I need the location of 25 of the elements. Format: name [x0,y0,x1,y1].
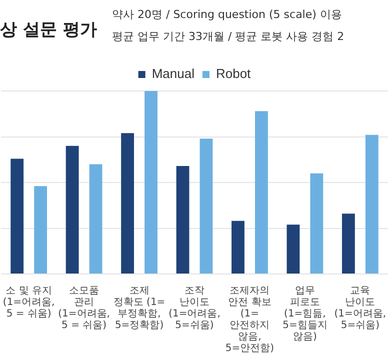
bar [144,91,158,274]
x-tick-label: 조제자의 안전 확보 (1=안전하지 않음, 5=안전함) [225,285,274,354]
x-tick-label: 조작 난이도 (1=어려움, 5=쉬움) [168,285,220,331]
bar [34,186,48,274]
x-tick-label: 업무 피로도 (1=힘듦, 5=힘들지 않음) [282,285,328,342]
legend-label: Manual [152,66,195,82]
bar [310,173,324,274]
x-tick-label: 소모품 관리 (1=어려움, 5 = 쉬움) [58,285,110,331]
bar [200,138,213,274]
bar [10,158,24,274]
chart-subtitle: 약사 20명 / Scoring question (5 scale) 이용 평균 업무 기간 33개월 / 평균 로봇 사용 경험 2 [112,7,344,45]
chart-title: 상 설문 평가 [0,19,98,41]
bar [286,224,300,274]
x-tick-label: 교육 난이도 (1=어려움, 5=쉬움) [334,285,386,331]
bar [342,214,355,274]
bar [176,166,190,274]
bar [89,164,102,274]
bar [255,111,268,274]
bar [121,133,134,274]
bar [66,146,79,274]
x-tick-label: 조제 정확도 (1=부정확함, 5=정확함) [113,285,166,331]
bar [232,220,244,274]
legend-label: Robot [216,66,252,82]
x-tick-label: 소 및 유지 (1=어려움, 5 = 쉬움) [2,285,55,320]
bar [365,134,378,274]
